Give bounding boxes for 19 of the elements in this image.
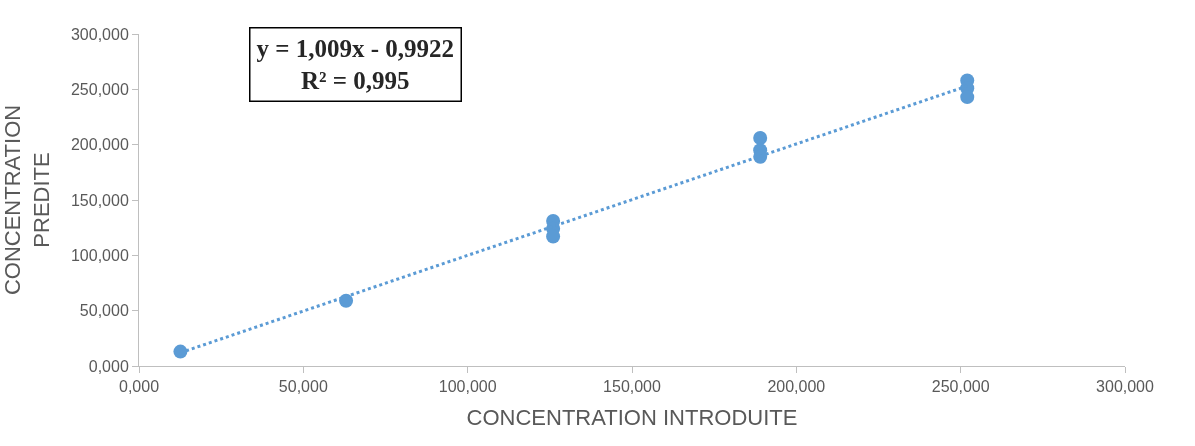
x-tick-label: 150,000 [603,378,662,396]
x-tick-label: 250,000 [931,378,990,396]
y-tick-label: 0,000 [88,357,129,375]
x-tick-label: 50,000 [278,378,328,396]
x-axis-title: CONCENTRATION INTRODUITE [466,405,798,431]
y-tick-label: 250,000 [70,80,129,98]
annotation: y = 1,009x - 0,9922 R² = 0,995 [256,34,455,94]
y-axis-title: CONCENTRATION PREDITE [0,104,54,296]
y-tick-label: 100,000 [70,246,129,264]
x-tick-label: 100,000 [438,378,497,396]
y-tick-label: 200,000 [70,136,129,154]
x-tick-label: 200,000 [767,378,826,396]
y-tick-label: 150,000 [70,191,129,209]
point [960,90,975,105]
y-tick-label: 50,000 [79,302,129,320]
x-tick-label: 300,000 [1096,378,1155,396]
point [753,131,768,146]
y-tick-label: 300,000 [70,25,129,43]
x-tick-label: 0,000 [118,378,160,396]
